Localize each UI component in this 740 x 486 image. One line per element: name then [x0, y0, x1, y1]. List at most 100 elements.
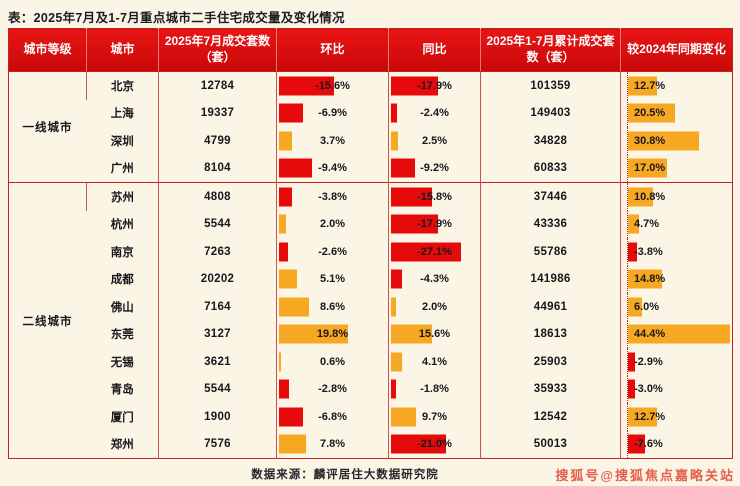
- table-row: 青岛 5544 -2.8% -1.8% 35933 -3.0%: [9, 375, 733, 403]
- mom-change-cell: -2.8%: [276, 375, 389, 403]
- percent-label: -2.6%: [318, 245, 347, 258]
- percent-label: 5.1%: [319, 273, 346, 286]
- positive-bar: [391, 324, 432, 344]
- positive-bar: [391, 352, 402, 372]
- percent-label: 14.8%: [634, 273, 666, 286]
- positive-bar: [628, 131, 699, 151]
- positive-bar: [628, 407, 658, 427]
- jul-sales-value: 4799: [158, 127, 277, 155]
- percent-label: -15.6%: [315, 79, 350, 92]
- percent-label: 12.7%: [634, 410, 666, 423]
- col-header-city-tier: 城市等级: [8, 28, 87, 72]
- positive-bar: [279, 297, 310, 317]
- table-row: 成都 20202 5.1% -4.3% 141986 14.8%: [9, 265, 733, 293]
- positive-bar: [628, 76, 658, 96]
- cum-sales-value: 25903: [480, 348, 621, 376]
- city-name: 成都: [110, 274, 134, 287]
- col-header-yoy: 同比: [388, 28, 481, 72]
- percent-label: 17.0%: [634, 162, 666, 175]
- cum-sales-value: 149403: [480, 99, 621, 127]
- table-row: 二线城市 苏州 4808 -3.8% -15.8% 37446 10.8%: [8, 182, 733, 459]
- page-title: 表：2025年7月及1-7月重点城市二手住宅成交量及变化情况: [8, 11, 345, 25]
- col-header-cum-sales: 2025年1-7月累计成交套数（套）: [480, 28, 621, 72]
- percent-label: 20.5%: [634, 107, 666, 120]
- cum-sales-value: 37446: [480, 182, 621, 211]
- negative-bar: [391, 103, 398, 123]
- positive-bar: [391, 297, 397, 317]
- cum-sales-value: 55786: [480, 238, 621, 266]
- negative-bar: [279, 407, 303, 427]
- percent-label: 2.0%: [421, 300, 448, 313]
- yoy-change-cell: -9.2%: [388, 154, 481, 183]
- vs2024-change-cell: 10.8%: [620, 182, 733, 211]
- percent-label: -17.9%: [417, 79, 452, 92]
- yoy-change-cell: -21.0%: [388, 430, 481, 459]
- percent-label: -6.9%: [318, 107, 347, 120]
- city-name: 南京: [110, 246, 134, 259]
- mom-change-cell: -9.4%: [276, 154, 389, 183]
- positive-bar: [279, 352, 282, 372]
- table-row: 无锡 3621 0.6% 4.1% 25903 -2.9%: [9, 348, 733, 376]
- city-name: 郑州: [110, 439, 134, 452]
- table-row: 深圳 4799 3.7% 2.5% 34828 30.8%: [9, 127, 733, 155]
- cum-sales-value: 43336: [480, 210, 621, 238]
- cum-sales-value: 141986: [480, 265, 621, 293]
- jul-sales-value: 19337: [158, 99, 277, 127]
- percent-label: 8.6%: [319, 300, 346, 313]
- percent-label: -3.8%: [634, 245, 663, 258]
- percent-label: -27.1%: [417, 245, 452, 258]
- percent-label: -1.8%: [420, 383, 449, 396]
- percent-label: 15.6%: [418, 328, 451, 341]
- mom-change-cell: 8.6%: [276, 293, 389, 321]
- vs2024-change-cell: 17.0%: [620, 154, 733, 183]
- percent-label: -2.8%: [318, 383, 347, 396]
- jul-sales-value: 3127: [158, 320, 277, 348]
- yoy-change-cell: -1.8%: [388, 375, 481, 403]
- table-header: 城市等级 城市 2025年7月成交套数（套） 环比 同比 2025年1-7月累计…: [8, 28, 733, 72]
- jul-sales-value: 4808: [158, 182, 277, 211]
- percent-label: -9.2%: [420, 162, 449, 175]
- vs2024-change-cell: 14.8%: [620, 265, 733, 293]
- percent-label: 12.7%: [634, 79, 666, 92]
- percent-label: 4.1%: [421, 355, 448, 368]
- col-header-city: 城市: [86, 28, 159, 72]
- table-row: 一线城市 北京 12784 -15.6% -17.9% 101359 12.7%: [9, 71, 733, 134]
- yoy-change-cell: -17.9%: [388, 71, 481, 100]
- table-row: 佛山 7164 8.6% 2.0% 44961 6.0%: [9, 293, 733, 321]
- jul-sales-value: 3621: [158, 348, 277, 376]
- negative-bar: [391, 214, 438, 234]
- jul-sales-value: 1900: [158, 403, 277, 431]
- negative-bar: [279, 379, 289, 399]
- positive-bar: [628, 103, 676, 123]
- yoy-change-cell: -4.3%: [388, 265, 481, 293]
- percent-label: 2.0%: [319, 218, 346, 231]
- table-body: 一线城市 北京 12784 -15.6% -17.9% 101359 12.7% 上海 1933…: [8, 71, 733, 459]
- jul-sales-value: 7164: [158, 293, 277, 321]
- vs2024-change-cell: 4.7%: [620, 210, 733, 238]
- positive-bar: [279, 214, 286, 234]
- negative-bar: [628, 242, 637, 262]
- percent-label: -3.8%: [318, 190, 347, 203]
- jul-sales-value: 20202: [158, 265, 277, 293]
- table-row: 上海 19337 -6.9% -2.4% 149403 20.5%: [9, 99, 733, 127]
- percent-label: -15.8%: [417, 190, 452, 203]
- table-row: 杭州 5544 2.0% -17.9% 43336 4.7%: [9, 210, 733, 238]
- negative-bar: [391, 242, 462, 262]
- percent-label: -4.3%: [420, 273, 449, 286]
- percent-label: 30.8%: [634, 134, 666, 147]
- cum-sales-value: 44961: [480, 293, 621, 321]
- city-name: 上海: [110, 108, 134, 121]
- negative-bar: [279, 242, 289, 262]
- jul-sales-value: 12784: [158, 71, 277, 100]
- cum-sales-value: 18613: [480, 320, 621, 348]
- negative-bar: [391, 158, 415, 178]
- percent-label: -21.0%: [417, 438, 452, 451]
- percent-label: 0.6%: [319, 355, 346, 368]
- jul-sales-value: 5544: [158, 375, 277, 403]
- percent-label: -2.9%: [634, 355, 663, 368]
- cum-sales-value: 35933: [480, 375, 621, 403]
- yoy-change-cell: 2.0%: [388, 293, 481, 321]
- negative-bar: [279, 187, 293, 207]
- percent-label: 6.0%: [634, 300, 660, 313]
- city-name: 北京: [86, 71, 159, 100]
